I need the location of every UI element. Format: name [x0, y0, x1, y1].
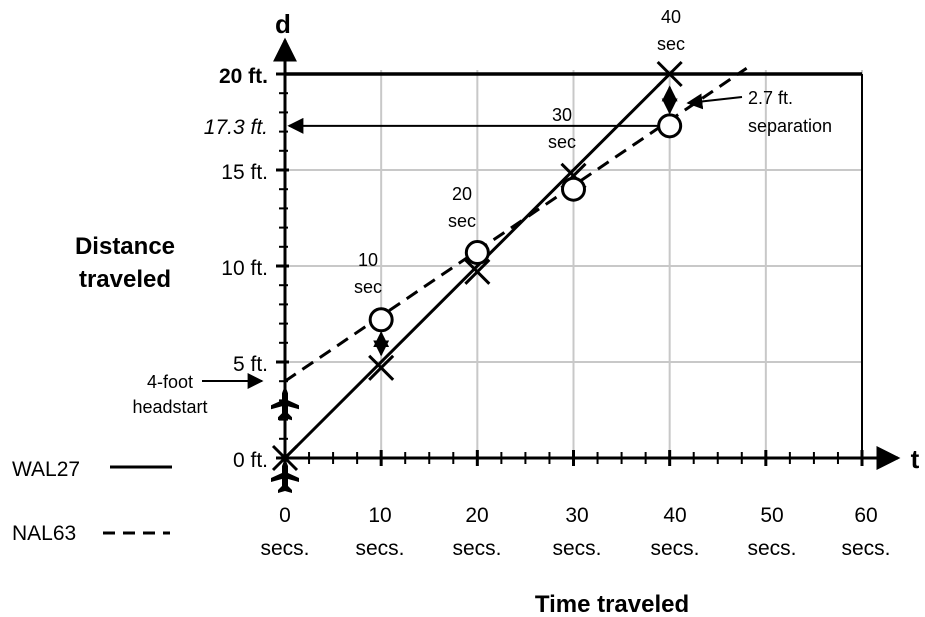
- y-tick-label-0: 0 ft.: [233, 449, 268, 472]
- y-tick-label-17-3: 17.3 ft.: [204, 116, 268, 139]
- point-label-20-value: 20: [452, 184, 472, 204]
- point-label-30-value: 30: [552, 105, 572, 125]
- headstart-label-line2: headstart: [132, 397, 207, 417]
- x-tick-label-60-value: 60: [854, 504, 877, 527]
- x-tick-label-50-unit: secs.: [747, 537, 796, 560]
- x-tick-label-20-unit: secs.: [452, 537, 501, 560]
- point-label-20-unit: sec: [448, 211, 476, 231]
- data-point-nal63: [657, 113, 683, 139]
- x-axis-symbol: t: [911, 444, 920, 474]
- x-tick-label-0-unit: secs.: [260, 537, 309, 560]
- separation-label-line2: separation: [748, 116, 832, 136]
- x-marker-stroke: [368, 354, 395, 381]
- data-point-nal63: [368, 307, 394, 333]
- series-line-nal63: [284, 66, 748, 383]
- x-tick-label-60-unit: secs.: [841, 537, 890, 560]
- x-tick-label-30-value: 30: [565, 504, 588, 527]
- y-tick-label-15: 15 ft.: [221, 161, 268, 184]
- y-tick-label-20: 20 ft.: [219, 65, 268, 88]
- y-axis-title-line2: traveled: [79, 266, 171, 293]
- point-label-40-value: 40: [661, 7, 681, 27]
- data-point-wal27: [368, 354, 395, 381]
- x-axis-title: Time traveled: [535, 591, 689, 617]
- point-label-30-unit: sec: [548, 132, 576, 152]
- separation-pointer-arrow: [686, 93, 743, 110]
- x-tick-label-40-unit: secs.: [650, 537, 699, 560]
- x-tick-label-0-value: 0: [279, 504, 291, 527]
- y-axis-title-line1: Distance: [75, 233, 175, 260]
- x-tick-label-30-unit: secs.: [552, 537, 601, 560]
- y-axis-symbol: d: [275, 9, 291, 39]
- x-marker-stroke: [656, 60, 683, 88]
- x-tick-label-20-value: 20: [465, 504, 488, 527]
- series-line-wal27: [283, 72, 671, 460]
- x-marker-stroke: [464, 258, 491, 285]
- data-point-wal27: [464, 258, 491, 285]
- airplane-shape: [271, 385, 299, 421]
- data-point-nal63: [561, 176, 586, 202]
- legend-nal63-label: NAL63: [12, 522, 76, 545]
- data-point-nal63: [464, 240, 490, 266]
- separation-label-line1: 2.7 ft.: [748, 88, 793, 108]
- x-tick-label-50-value: 50: [760, 504, 783, 527]
- x-tick-label-40-value: 40: [663, 504, 686, 527]
- airplane-icon-wal27: [271, 458, 299, 493]
- annotations: [271, 85, 678, 493]
- headstart-label-line1: 4-foot: [147, 372, 193, 392]
- x-tick-label-10-unit: secs.: [355, 537, 404, 560]
- x-tick-label-10-value: 10: [368, 504, 391, 527]
- data-point-wal27: [656, 60, 683, 88]
- legend-wal27-label: WAL27: [12, 458, 80, 481]
- series: [271, 60, 748, 472]
- airplane-shape: [271, 458, 299, 493]
- point-label-40-unit: sec: [657, 34, 685, 54]
- y-tick-label-5: 5 ft.: [233, 353, 268, 376]
- airplane-icon-nal63: [271, 385, 299, 421]
- y-tick-label-10: 10 ft.: [221, 257, 268, 280]
- point-label-10-value: 10: [358, 250, 378, 270]
- point-label-10-unit: sec: [354, 277, 382, 297]
